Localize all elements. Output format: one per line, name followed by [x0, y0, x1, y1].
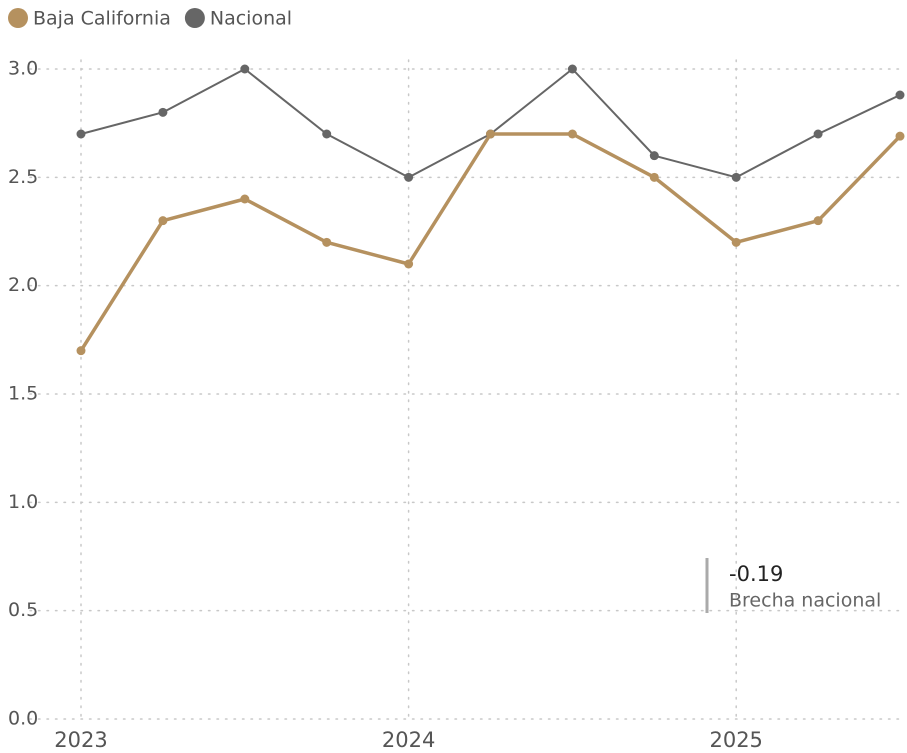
grid: 0.0 0.5 1.0 1.5 2.0 2.5 3.0 2023 2024 2025: [8, 58, 905, 752]
point: [567, 64, 577, 74]
point: [240, 194, 250, 204]
point: [486, 129, 495, 139]
point: [895, 131, 905, 141]
point: [158, 107, 168, 117]
lines: [76, 64, 905, 356]
point: [813, 216, 823, 226]
legend-label: Nacional: [210, 8, 292, 30]
point: [322, 129, 332, 139]
series-line: [79, 132, 902, 352]
point: [76, 129, 86, 139]
point: [813, 129, 823, 139]
y-tick-label: 1.5: [8, 383, 38, 405]
point: [649, 172, 659, 182]
point: [404, 172, 414, 182]
point: [567, 129, 577, 139]
legend: Baja California Nacional: [8, 8, 292, 30]
y-tick-label: 1.0: [8, 491, 38, 513]
x-tick-label: 2023: [54, 728, 107, 752]
point: [895, 90, 905, 100]
y-tick-label: 0.5: [8, 599, 38, 621]
x-tick-label: 2024: [382, 728, 435, 752]
y-tick-label: 2.5: [8, 166, 38, 188]
point: [404, 259, 414, 269]
y-tick-label: 0.0: [8, 708, 38, 730]
legend-label: Baja California: [33, 8, 171, 30]
annotation-label: Brecha nacional: [729, 590, 881, 612]
x-tick-label: 2025: [709, 728, 762, 752]
point: [731, 172, 741, 182]
point: [158, 216, 168, 226]
point: [649, 151, 659, 161]
point: [731, 237, 741, 247]
point: [240, 64, 250, 74]
legend-swatch: [8, 8, 28, 28]
series-line: [80, 68, 901, 179]
y-tick-label: 3.0: [8, 58, 38, 80]
annotation-value: -0.19: [729, 562, 783, 586]
legend-swatch: [184, 8, 205, 28]
point: [76, 346, 86, 356]
y-tick-label: 2.0: [8, 274, 38, 296]
point: [322, 237, 332, 247]
